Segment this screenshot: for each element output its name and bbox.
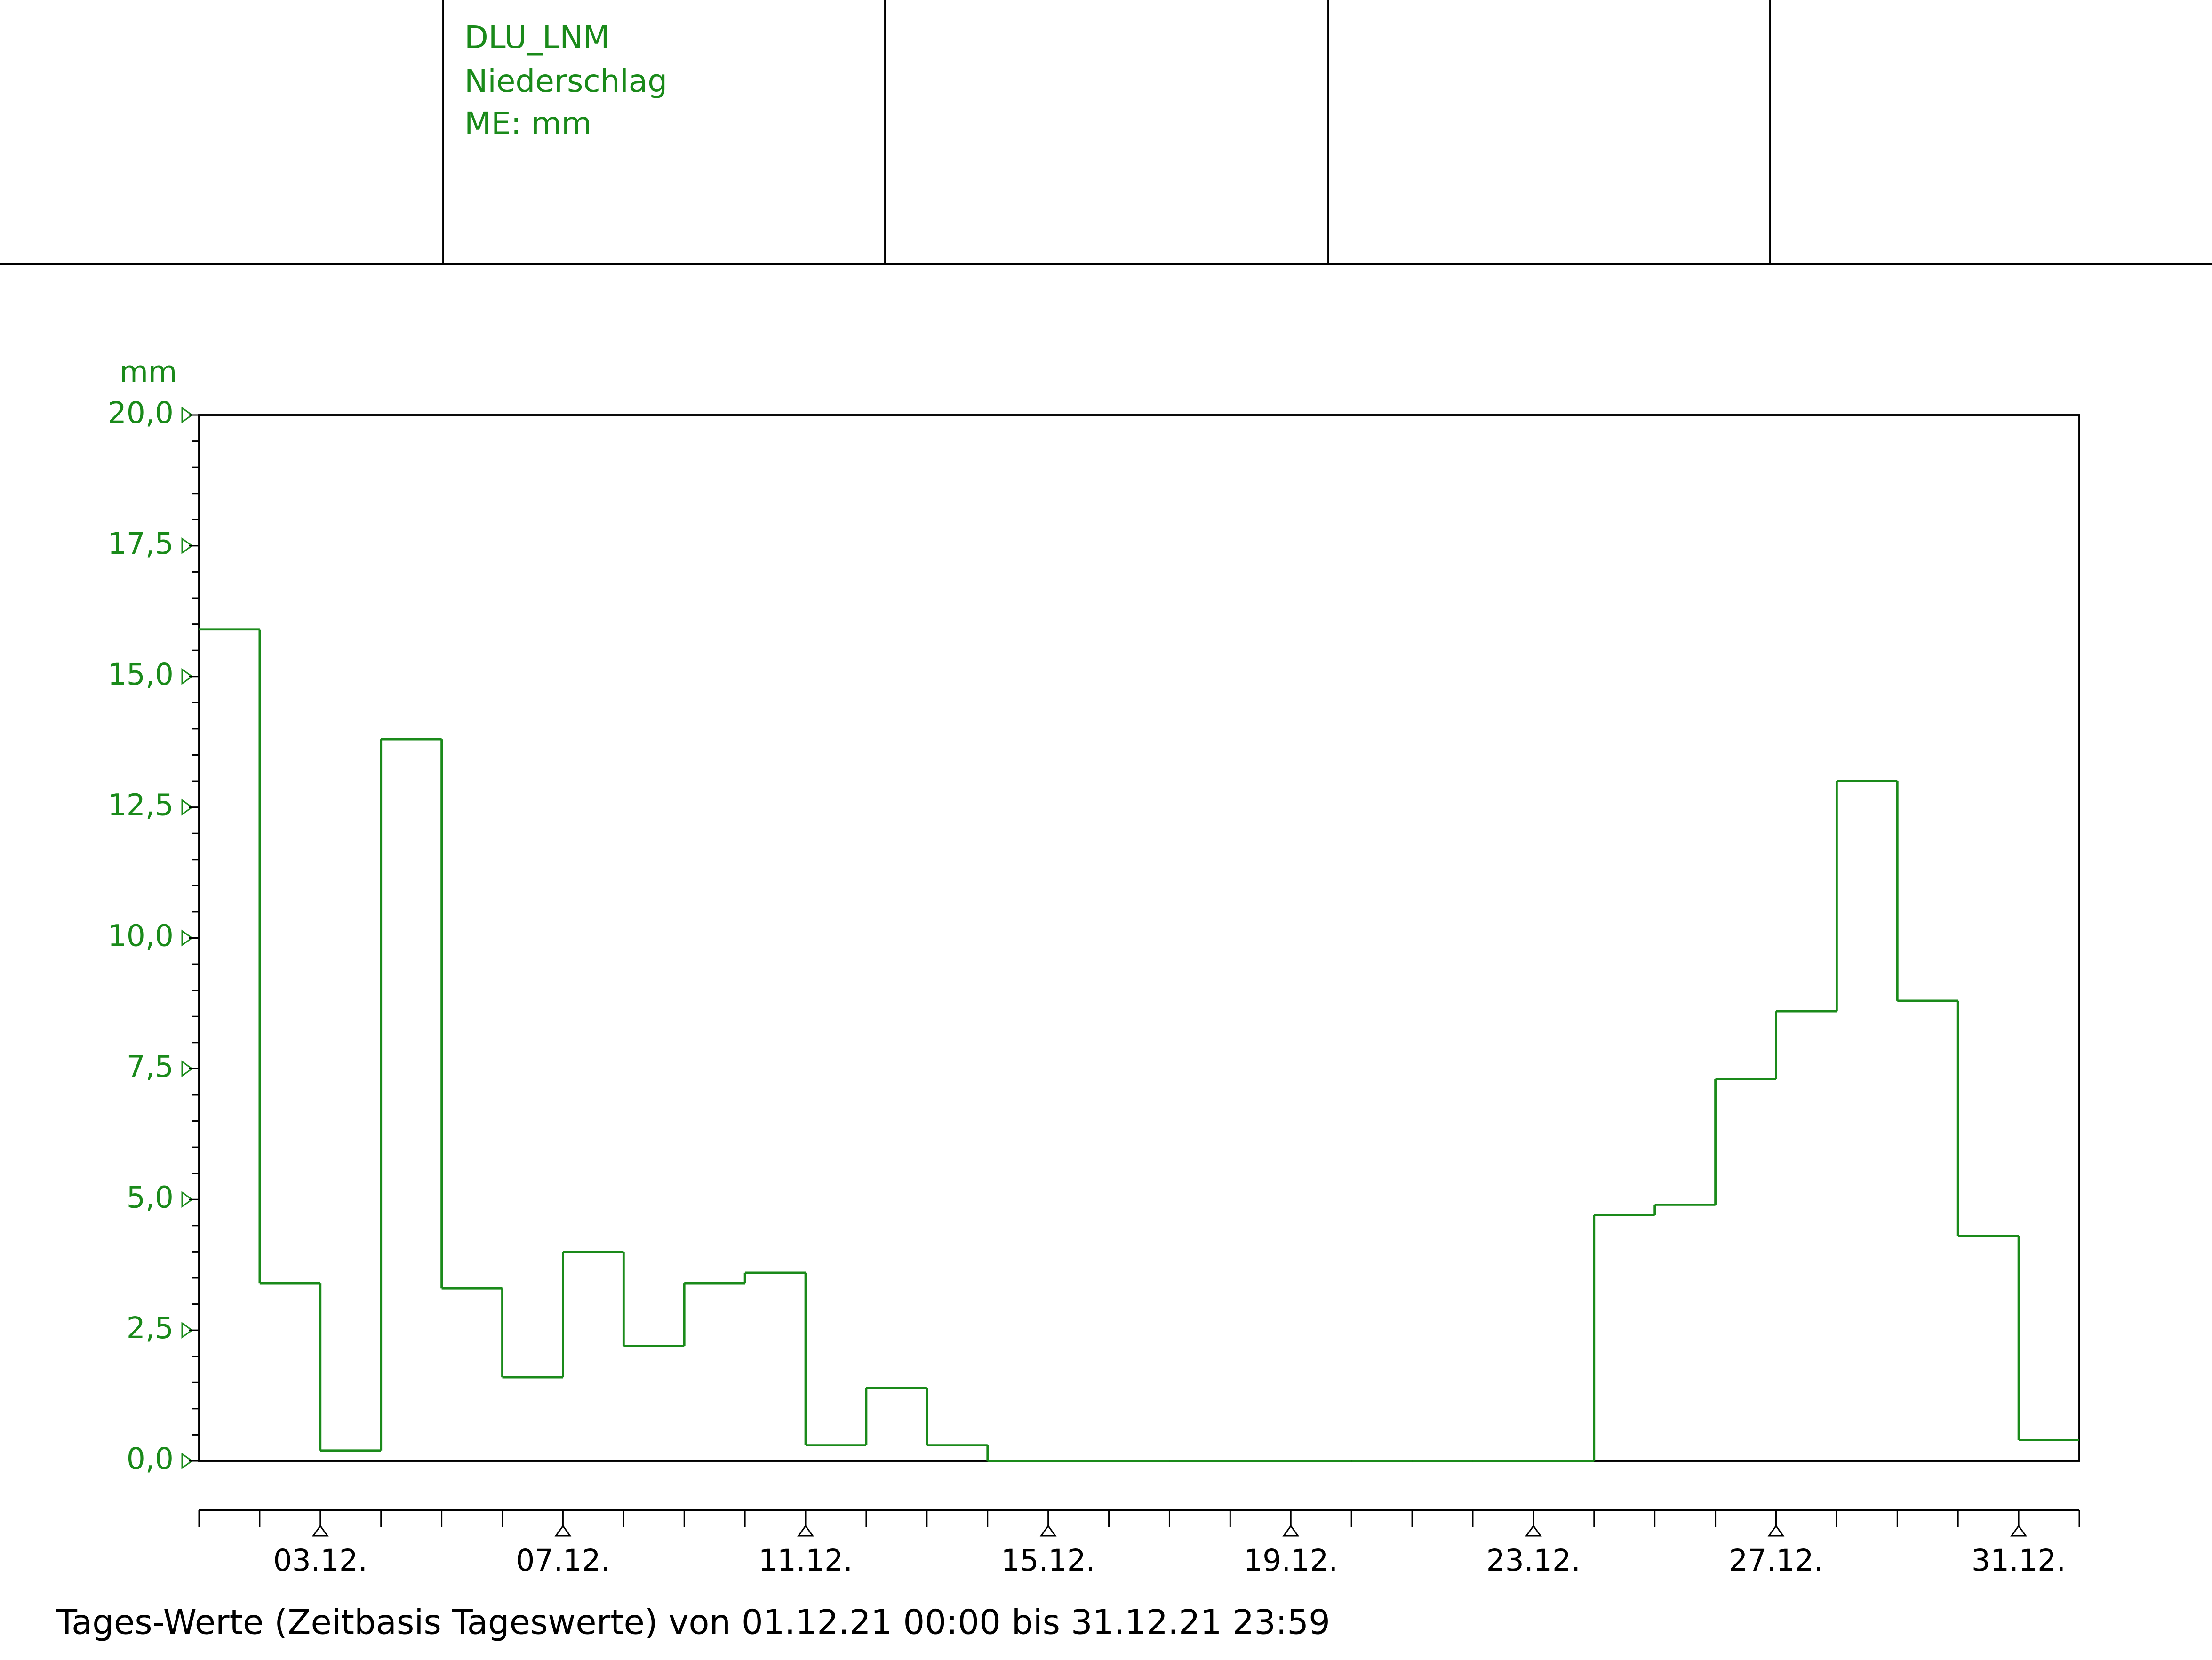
y-unit: mm xyxy=(120,355,177,389)
y-tick-label: 0,0 xyxy=(127,1442,174,1476)
y-tick-label: 2,5 xyxy=(127,1311,174,1345)
y-tick-label: 15,0 xyxy=(108,657,174,692)
x-tick-label: 31.12. xyxy=(1972,1543,2066,1578)
y-tick xyxy=(181,1452,193,1469)
y-tick xyxy=(181,668,193,685)
x-tick-label: 07.12. xyxy=(516,1543,610,1578)
y-tick xyxy=(181,929,193,947)
y-tick xyxy=(181,798,193,816)
header-text: Niederschlag xyxy=(464,63,667,99)
x-tick-label: 03.12. xyxy=(273,1543,367,1578)
x-tick xyxy=(797,1524,814,1537)
y-tick xyxy=(181,1322,193,1339)
x-tick xyxy=(2010,1524,2028,1537)
plot-frame xyxy=(198,414,2080,1462)
x-tick-label: 15.12. xyxy=(1001,1543,1095,1578)
x-tick xyxy=(1039,1524,1057,1537)
x-tick-label: 19.12. xyxy=(1244,1543,1338,1578)
header-table xyxy=(0,0,2212,265)
y-tick-label: 12,5 xyxy=(108,788,174,822)
x-tick-label: 27.12. xyxy=(1729,1543,1823,1578)
x-tick xyxy=(311,1524,329,1537)
y-tick xyxy=(181,1191,193,1208)
x-tick xyxy=(554,1524,572,1537)
x-tick-label: 23.12. xyxy=(1486,1543,1581,1578)
y-tick-label: 10,0 xyxy=(108,919,174,953)
y-tick-label: 17,5 xyxy=(108,527,174,561)
x-tick xyxy=(1282,1524,1300,1537)
x-tick xyxy=(1767,1524,1785,1537)
y-tick-label: 20,0 xyxy=(108,396,174,430)
x-tick-label: 11.12. xyxy=(759,1543,853,1578)
y-tick xyxy=(181,537,193,554)
header-text: ME: mm xyxy=(464,105,591,142)
y-tick xyxy=(181,1060,193,1077)
x-tick xyxy=(1525,1524,1542,1537)
header-text: DLU_LNM xyxy=(464,19,610,56)
footer: Tages-Werte (Zeitbasis Tageswerte) von 0… xyxy=(56,1603,1330,1642)
y-tick xyxy=(181,407,193,423)
y-tick-label: 7,5 xyxy=(127,1049,174,1084)
y-tick-label: 5,0 xyxy=(127,1180,174,1214)
